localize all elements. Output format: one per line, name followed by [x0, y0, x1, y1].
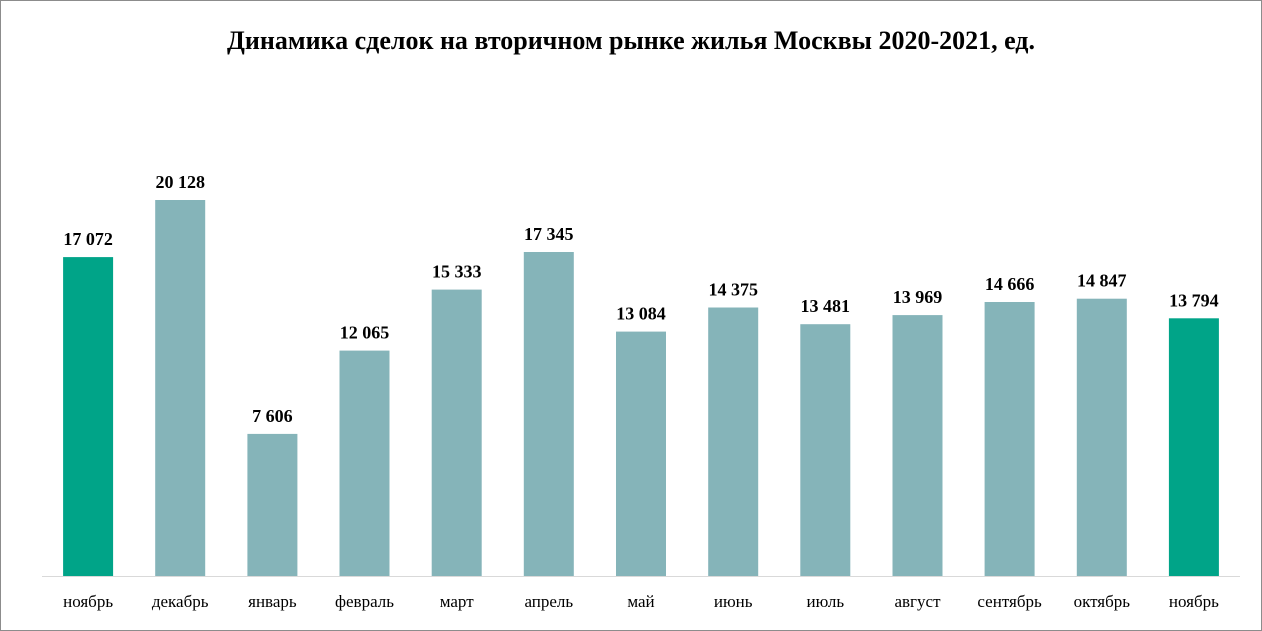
category-label-4: февраль — [335, 592, 394, 611]
bar-7 — [616, 331, 666, 576]
value-label-9: 13 481 — [801, 296, 851, 316]
bar-12 — [1076, 298, 1127, 576]
value-label-3: 7 606 — [252, 406, 293, 426]
bar-5 — [431, 289, 482, 576]
value-label-2: 20 128 — [155, 172, 205, 192]
category-label-1: ноябрь — [63, 592, 113, 611]
bar-8 — [708, 307, 759, 576]
bar-3 — [247, 433, 298, 576]
category-label-9: июль — [806, 592, 844, 611]
category-label-5: март — [440, 592, 474, 611]
bar-4 — [339, 350, 390, 576]
bar-1 — [63, 257, 114, 576]
bar-11 — [984, 302, 1035, 576]
bar-9 — [800, 324, 851, 576]
value-label-5: 15 333 — [432, 262, 482, 282]
value-label-12: 14 847 — [1077, 271, 1127, 291]
bar-6 — [523, 252, 574, 576]
bar-2 — [155, 200, 206, 576]
value-label-11: 14 666 — [985, 274, 1035, 294]
bar-10 — [892, 315, 943, 576]
category-label-3: январь — [248, 592, 297, 611]
category-label-11: сентябрь — [977, 592, 1042, 611]
value-label-6: 17 345 — [524, 224, 574, 244]
category-label-13: ноябрь — [1169, 592, 1219, 611]
chart-title: Динамика сделок на вторичном рынке жилья… — [227, 26, 1035, 55]
value-label-1: 17 072 — [63, 229, 113, 249]
category-label-6: апрель — [524, 592, 573, 611]
value-label-7: 13 084 — [616, 304, 666, 324]
bar-13 — [1168, 318, 1219, 576]
category-label-7: май — [627, 592, 654, 611]
value-label-10: 13 969 — [893, 287, 943, 307]
value-label-4: 12 065 — [340, 323, 390, 343]
category-label-10: август — [894, 592, 941, 611]
category-label-12: октябрь — [1074, 592, 1131, 611]
category-label-2: декабрь — [152, 592, 209, 611]
category-label-8: июнь — [714, 592, 753, 611]
value-label-8: 14 375 — [708, 280, 758, 300]
value-label-13: 13 794 — [1169, 290, 1219, 310]
